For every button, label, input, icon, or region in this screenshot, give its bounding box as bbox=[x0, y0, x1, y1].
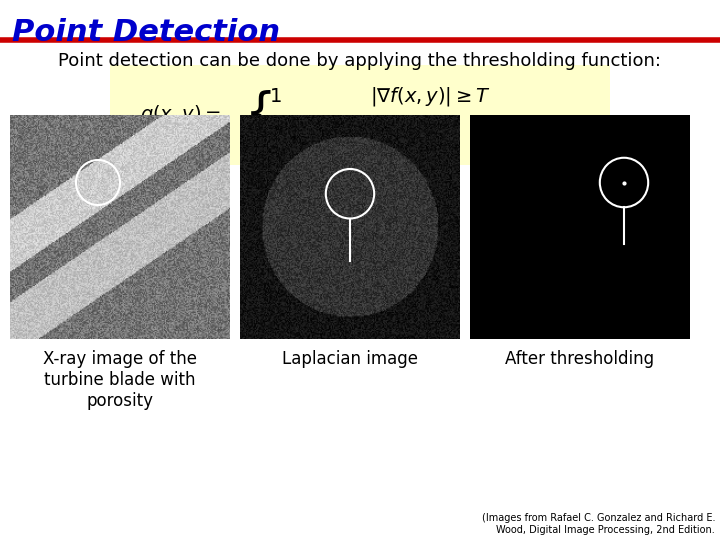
Text: {: { bbox=[245, 89, 276, 137]
Text: 0: 0 bbox=[270, 124, 282, 143]
Text: Point detection can be done by applying the thresholding function:: Point detection can be done by applying … bbox=[58, 52, 662, 70]
Bar bbox=[110, 65, 610, 165]
Text: $g(x, y) =$: $g(x, y) =$ bbox=[140, 104, 221, 126]
Text: X-ray image of the
turbine blade with
porosity: X-ray image of the turbine blade with po… bbox=[43, 350, 197, 410]
Text: Location of
porosity: Location of porosity bbox=[308, 273, 392, 305]
Text: After thresholding: After thresholding bbox=[505, 350, 654, 368]
Text: $|\nabla f(x, y)| \geq T$: $|\nabla f(x, y)| \geq T$ bbox=[370, 85, 490, 109]
Text: Point Detection: Point Detection bbox=[12, 18, 280, 47]
Text: 1: 1 bbox=[270, 87, 282, 106]
Text: Laplacian image: Laplacian image bbox=[282, 350, 418, 368]
Text: (Images from Rafael C. Gonzalez and Richard E.
Wood, Digital Image Processing, 2: (Images from Rafael C. Gonzalez and Rich… bbox=[482, 514, 715, 535]
Text: otherwise: otherwise bbox=[370, 124, 458, 142]
